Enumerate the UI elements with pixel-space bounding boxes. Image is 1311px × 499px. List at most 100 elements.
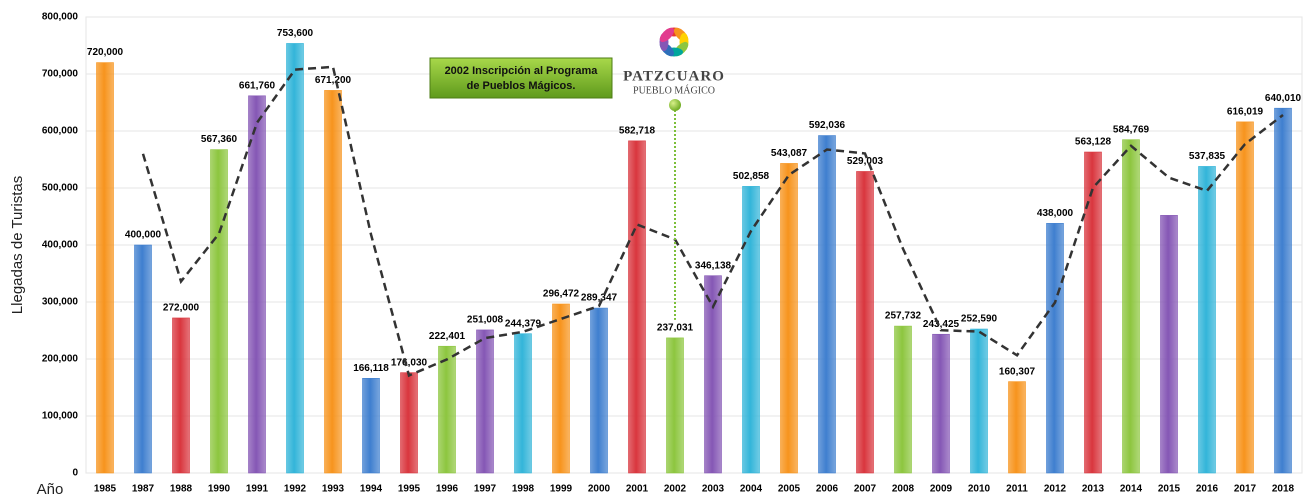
bar [666, 337, 684, 474]
annotation-box [429, 57, 613, 99]
bar [1008, 381, 1026, 474]
x-tick-label: 2018 [1272, 484, 1295, 495]
annotation-text: 2002 Inscripción al Programa [445, 65, 599, 77]
value-label: 252,590 [961, 314, 998, 325]
bar [1274, 107, 1292, 474]
x-tick-label: 1995 [398, 484, 421, 495]
value-label: 567,360 [201, 134, 238, 145]
value-label: 222,401 [429, 331, 466, 342]
y-tick-label: 400,000 [42, 240, 79, 251]
value-label: 237,031 [657, 323, 694, 334]
x-tick-label: 2009 [930, 484, 953, 495]
bar [362, 378, 380, 474]
x-tick-label: 1993 [322, 484, 345, 495]
value-label: 640,010 [1265, 93, 1302, 104]
value-label: 243,425 [923, 319, 960, 330]
value-label: 176,030 [391, 357, 428, 368]
x-tick-label: 1985 [94, 484, 117, 495]
x-tick-label: 1991 [246, 484, 269, 495]
value-label: 584,769 [1113, 124, 1150, 135]
x-tick-label: 2016 [1196, 484, 1219, 495]
y-tick-label: 800,000 [42, 12, 79, 23]
value-label: 400,000 [125, 230, 162, 241]
x-tick-label: 1990 [208, 484, 231, 495]
bar [1122, 139, 1140, 474]
bar [1046, 223, 1064, 474]
x-axis-title: Año [37, 481, 64, 498]
y-tick-label: 600,000 [42, 126, 79, 137]
logo-subtext: PUEBLO MÁGICO [633, 84, 715, 96]
x-tick-label: 2008 [892, 484, 915, 495]
x-tick-label: 2017 [1234, 484, 1257, 495]
trend-line [141, 65, 1284, 378]
logo-petal [659, 27, 675, 43]
bar [438, 345, 456, 474]
bar [514, 333, 532, 474]
x-tick-label: 2002 [664, 484, 687, 495]
x-tick-label: 2007 [854, 484, 877, 495]
x-tick-label: 1999 [550, 484, 573, 495]
value-label: 592,036 [809, 120, 846, 131]
bar [476, 329, 494, 474]
bar [172, 317, 190, 474]
x-tick-label: 2012 [1044, 484, 1067, 495]
x-tick-label: 1998 [512, 484, 535, 495]
bar [590, 307, 608, 474]
pointer-ball [669, 99, 681, 111]
bar [210, 149, 228, 474]
value-label: 582,718 [619, 125, 656, 136]
x-tick-label: 2015 [1158, 484, 1181, 495]
bar [96, 62, 114, 474]
bar [970, 328, 988, 474]
value-label: 289,347 [581, 293, 618, 304]
bar [400, 372, 418, 474]
bar [742, 186, 760, 474]
bar [286, 43, 304, 474]
x-tick-label: 1997 [474, 484, 497, 495]
x-tick-label: 2003 [702, 484, 725, 495]
value-label: 257,732 [885, 311, 922, 322]
value-label: 616,019 [1227, 107, 1264, 118]
bar [932, 333, 950, 474]
x-tick-label: 1988 [170, 484, 193, 495]
value-label: 537,835 [1189, 151, 1226, 162]
y-tick-label: 0 [72, 468, 78, 479]
y-tick-label: 500,000 [42, 183, 79, 194]
value-label: 244,379 [505, 318, 542, 329]
value-label: 720,000 [87, 47, 124, 58]
x-tick-label: 2014 [1120, 484, 1143, 495]
x-tick-label: 1996 [436, 484, 459, 495]
bar [1236, 121, 1254, 474]
bar [704, 275, 722, 474]
bar [894, 325, 912, 474]
x-tick-label: 1992 [284, 484, 307, 495]
value-label: 502,858 [733, 171, 770, 182]
bar [818, 135, 836, 474]
x-tick-label: 2011 [1006, 484, 1028, 495]
x-tick-label: 2004 [740, 484, 763, 495]
bar [248, 95, 266, 474]
bar [1084, 151, 1102, 474]
bar [1198, 166, 1216, 474]
value-label: 671,200 [315, 75, 352, 86]
value-label: 166,118 [353, 363, 389, 374]
y-tick-label: 300,000 [42, 297, 79, 308]
bar [324, 90, 342, 474]
value-label: 160,307 [999, 366, 1036, 377]
bar [552, 303, 570, 474]
value-label: 296,472 [543, 289, 580, 300]
bar [780, 163, 798, 474]
x-tick-label: 1987 [132, 484, 155, 495]
x-tick-label: 2006 [816, 484, 839, 495]
bar [134, 244, 152, 474]
value-label: 543,087 [771, 148, 808, 159]
y-tick-label: 200,000 [42, 354, 79, 365]
annotation-text: de Pueblos Mágicos. [467, 80, 576, 92]
x-tick-label: 2005 [778, 484, 801, 495]
value-label: 563,128 [1075, 137, 1112, 148]
y-tick-label: 700,000 [42, 69, 79, 80]
x-tick-label: 2013 [1082, 484, 1105, 495]
logo-text: PATZCUARO [623, 68, 725, 84]
x-tick-label: 2000 [588, 484, 611, 495]
